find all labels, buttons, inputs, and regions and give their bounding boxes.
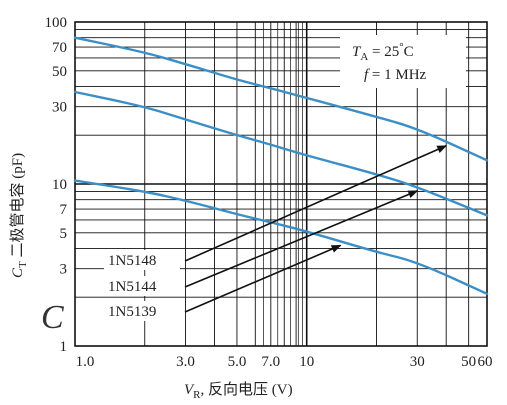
annotation-backdrop <box>104 250 180 270</box>
annotation-arrow <box>184 244 342 313</box>
annotation-backdrop <box>104 276 180 296</box>
x-tick-label: 5.0 <box>228 354 247 370</box>
y-tick-label: 10 <box>52 177 67 193</box>
annotation-label-1n5139: 1N5139 <box>108 304 156 320</box>
x-tick-label: 3.0 <box>176 354 195 370</box>
series-curves <box>73 36 489 295</box>
y-tick-label: 7 <box>60 202 68 218</box>
x-tick-label: 50 <box>461 354 476 370</box>
x-tick-label: 7.0 <box>261 354 280 370</box>
panel-letter: C <box>41 299 64 336</box>
x-tick-label: 60 <box>478 354 493 370</box>
y-tick-label: 70 <box>52 40 67 56</box>
x-tick-label: 10 <box>299 354 314 370</box>
series-line-1n5144 <box>73 90 489 217</box>
y-tick-label: 5 <box>60 226 68 242</box>
y-tick-label: 30 <box>52 100 67 116</box>
annotation-arrow <box>184 190 419 288</box>
annotation-label-1n5148: 1N5148 <box>108 253 156 269</box>
y-tick-label: 1 <box>60 339 68 355</box>
y-tick-label: 100 <box>45 15 68 31</box>
x-tick-label: 30 <box>410 354 425 370</box>
conditions-box <box>340 35 466 88</box>
annotation-label-1n5144: 1N5144 <box>108 279 157 295</box>
y-tick-label: 50 <box>52 64 67 80</box>
y-tick-label: 3 <box>60 262 68 278</box>
annotation-arrow <box>184 144 448 262</box>
plot-frame <box>74 21 488 347</box>
annotations: 1N5148 1N5144 1N5139 <box>104 144 448 321</box>
annotation-backdrop <box>104 301 180 321</box>
x-axis-ticks: 1.0 3.0 5.0 7.0 10 30 50 60 <box>76 354 493 370</box>
x-tick-label: 1.0 <box>76 354 95 370</box>
frequency-condition: f = 1 MHz <box>364 67 427 83</box>
y-axis-ticks: 100 70 50 30 10 7 5 3 1 <box>45 15 68 355</box>
series-line-1n5139 <box>73 179 489 295</box>
temperature-condition: TA = 25°C <box>352 41 414 63</box>
series-line-1n5148 <box>73 36 489 162</box>
degree-mark: ° <box>399 41 403 53</box>
x-axis-title: VR, 反向电压 (V) <box>184 381 293 401</box>
y-axis-title: CT 二极管电容 (pF) <box>9 153 29 278</box>
